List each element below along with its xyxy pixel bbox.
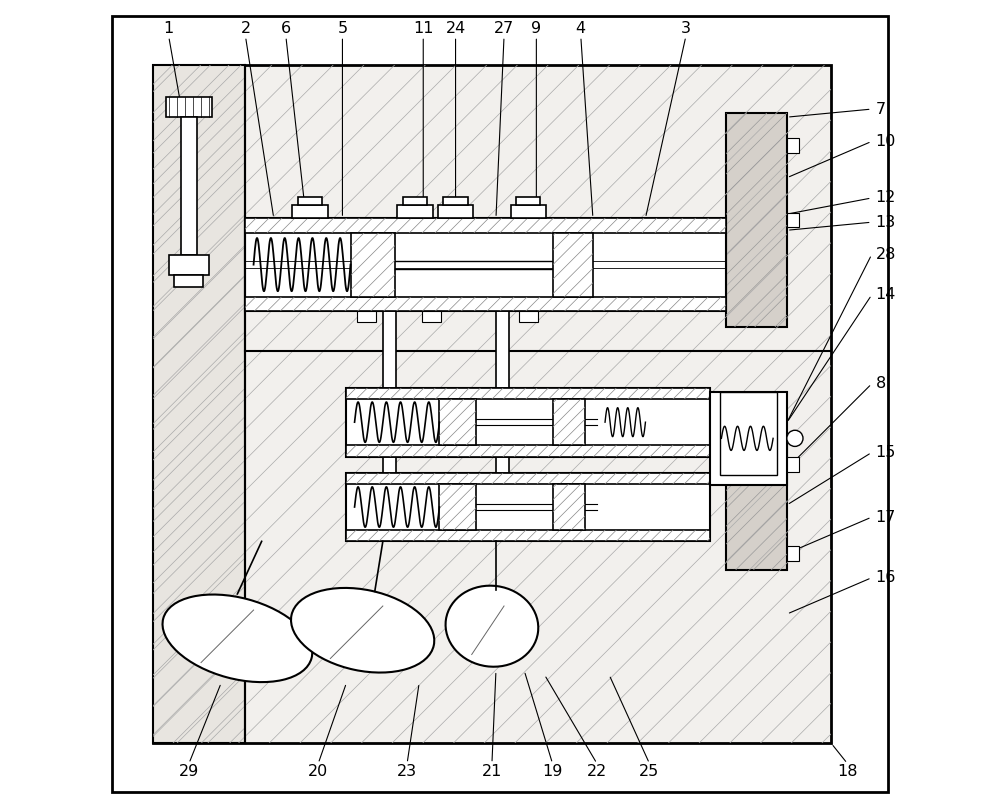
Text: 18: 18 — [837, 764, 858, 779]
Bar — [346, 473, 710, 484]
Bar — [245, 297, 726, 311]
Text: 17: 17 — [876, 510, 896, 524]
Bar — [357, 311, 376, 322]
Text: 8: 8 — [876, 377, 886, 391]
Text: 15: 15 — [876, 445, 896, 460]
Bar — [403, 197, 427, 205]
Bar — [346, 530, 710, 541]
Bar — [511, 205, 546, 218]
Bar — [516, 197, 540, 205]
Bar — [720, 392, 777, 475]
Text: 12: 12 — [876, 191, 896, 205]
Bar — [553, 233, 593, 297]
Bar — [787, 457, 799, 472]
Bar — [397, 205, 433, 218]
Bar — [245, 218, 726, 233]
Polygon shape — [153, 65, 245, 743]
Ellipse shape — [163, 595, 312, 682]
Text: 13: 13 — [876, 215, 896, 229]
Text: 5: 5 — [337, 21, 348, 36]
Bar — [787, 213, 799, 228]
Bar — [443, 197, 468, 205]
Bar — [245, 218, 726, 311]
Text: 25: 25 — [639, 764, 660, 779]
Bar — [174, 275, 203, 287]
Bar — [787, 546, 799, 561]
Bar — [181, 117, 197, 255]
Bar — [383, 311, 396, 388]
Text: 24: 24 — [445, 21, 466, 36]
Polygon shape — [726, 113, 787, 327]
Text: 9: 9 — [531, 21, 541, 36]
Bar — [383, 457, 396, 473]
Bar — [439, 399, 476, 445]
Text: 23: 23 — [397, 764, 417, 779]
Text: 6: 6 — [281, 21, 291, 36]
Bar — [346, 473, 710, 541]
Bar — [422, 311, 441, 322]
Text: 22: 22 — [587, 764, 607, 779]
Polygon shape — [726, 444, 787, 570]
Ellipse shape — [446, 586, 538, 667]
Bar — [166, 97, 212, 117]
Text: 19: 19 — [542, 764, 563, 779]
Text: 3: 3 — [681, 21, 691, 36]
Text: 10: 10 — [876, 134, 896, 149]
Text: 1: 1 — [164, 21, 174, 36]
Text: 20: 20 — [308, 764, 328, 779]
Text: 14: 14 — [876, 288, 896, 302]
Bar — [346, 445, 710, 457]
Bar — [553, 399, 585, 445]
Bar — [710, 392, 787, 485]
Text: 28: 28 — [876, 247, 896, 262]
Polygon shape — [153, 65, 831, 743]
Text: 4: 4 — [576, 21, 586, 36]
Text: 2: 2 — [240, 21, 251, 36]
Text: 27: 27 — [494, 21, 514, 36]
Circle shape — [787, 430, 803, 446]
Text: 16: 16 — [876, 570, 896, 585]
Bar — [519, 311, 538, 322]
Bar — [553, 484, 585, 530]
Text: 21: 21 — [482, 764, 502, 779]
Text: 29: 29 — [179, 764, 199, 779]
Bar — [351, 233, 395, 297]
Bar — [346, 388, 710, 399]
Bar — [787, 138, 799, 153]
Text: 11: 11 — [413, 21, 433, 36]
Bar — [346, 388, 710, 457]
Bar — [496, 311, 509, 388]
Bar — [438, 205, 473, 218]
Bar — [292, 205, 328, 218]
Bar — [496, 457, 509, 473]
Bar — [298, 197, 322, 205]
Bar — [169, 255, 209, 275]
Text: 7: 7 — [876, 102, 886, 116]
Ellipse shape — [291, 588, 434, 672]
Bar — [439, 484, 476, 530]
